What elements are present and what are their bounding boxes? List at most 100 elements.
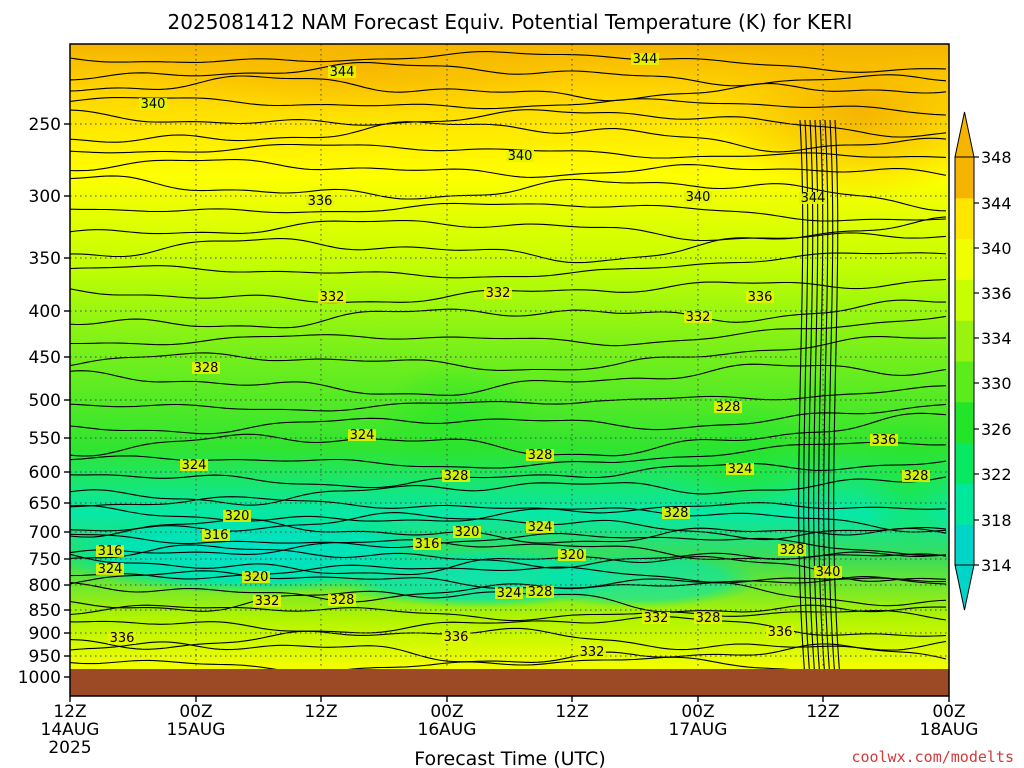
contour-label: 328 [444, 469, 469, 484]
contour-label: 324 [497, 586, 522, 601]
moist-layer-region [520, 552, 760, 608]
y-tick-label: 850 [29, 601, 61, 621]
contour-label-bg [814, 566, 842, 578]
colorbar-label: 340 [981, 239, 1012, 258]
contour-label-bg [558, 549, 586, 561]
contour-label-bg [413, 538, 441, 550]
contour-label-bg [495, 587, 523, 599]
contour-label-bg [484, 287, 512, 299]
colorbar-swatch [955, 524, 974, 566]
colorbar-label: 330 [981, 374, 1012, 393]
y-tick-label: 950 [29, 647, 61, 667]
contour-line [70, 532, 947, 556]
contour-label-bg [253, 595, 281, 607]
x-tick-label: 16AUG [418, 720, 477, 740]
contour-label-bg [202, 529, 230, 541]
contour-line [70, 476, 947, 506]
contour-line [70, 158, 947, 178]
contour-line [70, 460, 947, 489]
x-tick-label: 00Z [932, 702, 965, 722]
contour-label-bg [96, 563, 124, 575]
contour-label-bg [442, 631, 470, 643]
contour-label: 332 [486, 286, 511, 301]
x-tick-label: 2025 [48, 738, 91, 758]
colorbar-swatch [955, 157, 974, 199]
contour-label: 324 [728, 462, 753, 477]
contour-label-bg [778, 544, 806, 556]
contour-label-bg [766, 626, 794, 638]
contour-label: 320 [560, 548, 585, 563]
y-tick-label: 750 [29, 550, 61, 570]
x-tick-label: 12Z [304, 702, 337, 722]
colorbar-bottom-arrow [954, 564, 975, 611]
contour-label: 328 [716, 400, 741, 415]
contour-label: 332 [686, 310, 711, 325]
y-tick-label: 900 [29, 624, 61, 644]
colorbar-label: 314 [981, 556, 1012, 575]
colorbar-swatch [955, 483, 974, 525]
contour-label-bg [714, 401, 742, 413]
chart-title: 2025081412 NAM Forecast Equiv. Potential… [168, 10, 853, 34]
contour-label-bg [453, 526, 481, 538]
contour-label-bg [96, 545, 124, 557]
contour-label-bg [328, 594, 356, 606]
contour-label-bg [746, 291, 774, 303]
y-tick-label: 300 [29, 187, 61, 207]
contour-label-bg [318, 291, 346, 303]
contour-line [70, 641, 947, 663]
contour-line [70, 51, 947, 73]
x-tick-label: 00Z [430, 702, 463, 722]
x-tick-label: 14AUG [41, 720, 100, 740]
contour-label: 344 [801, 191, 826, 206]
contour-label-bg [870, 434, 898, 446]
contour-label-bg [526, 586, 554, 598]
contour-label-bg [526, 449, 554, 461]
contour-label: 332 [644, 611, 669, 626]
contour-label: 316 [204, 528, 229, 543]
colorbar-swatch [955, 320, 974, 362]
contour-label: 336 [110, 631, 135, 646]
y-tick-label: 400 [29, 302, 61, 322]
contour-label: 328 [330, 593, 355, 608]
contour-line [70, 299, 946, 329]
colorbar-swatch [955, 442, 974, 484]
contour-label: 320 [455, 525, 480, 540]
contour-line [70, 121, 947, 153]
contour-label: 320 [225, 509, 250, 524]
contour-line [70, 363, 947, 396]
contour-label: 344 [330, 65, 355, 80]
contour-label-bg [192, 362, 220, 374]
contour-label-bg [442, 470, 470, 482]
y-tick-label: 700 [29, 523, 61, 543]
contour-line [70, 175, 947, 212]
contour-line [70, 202, 947, 222]
colorbar-label: 326 [981, 420, 1012, 439]
contour-label-bg [306, 195, 334, 207]
contour-label-bg [328, 66, 356, 78]
contour-line [70, 216, 947, 264]
y-tick-label: 800 [29, 576, 61, 596]
contour-label: 320 [244, 570, 269, 585]
contour-label: 328 [528, 585, 553, 600]
x-tick-label: 17AUG [669, 720, 728, 740]
contour-label-bg [662, 507, 690, 519]
contour-label-bg [223, 510, 251, 522]
contour-line [70, 252, 947, 279]
contour-label-bg [684, 191, 712, 203]
contour-label-bg [902, 470, 930, 482]
contour-label-bg [642, 612, 670, 624]
contour-label-bg [799, 192, 827, 204]
contour-label-bg [180, 459, 208, 471]
contour-label-bg [631, 53, 659, 65]
contour-line [70, 315, 947, 347]
warm-region [120, 44, 600, 115]
contour-label: 324 [350, 428, 375, 443]
y-tick-label: 600 [29, 463, 61, 483]
contour-label: 340 [686, 190, 711, 205]
colorbar-swatch [955, 238, 974, 280]
contour-line [828, 119, 837, 691]
colorbar-label: 348 [981, 148, 1012, 167]
colorbar-swatch [955, 279, 974, 321]
contour-label: 316 [98, 544, 123, 559]
contour-label-bg [694, 612, 722, 624]
